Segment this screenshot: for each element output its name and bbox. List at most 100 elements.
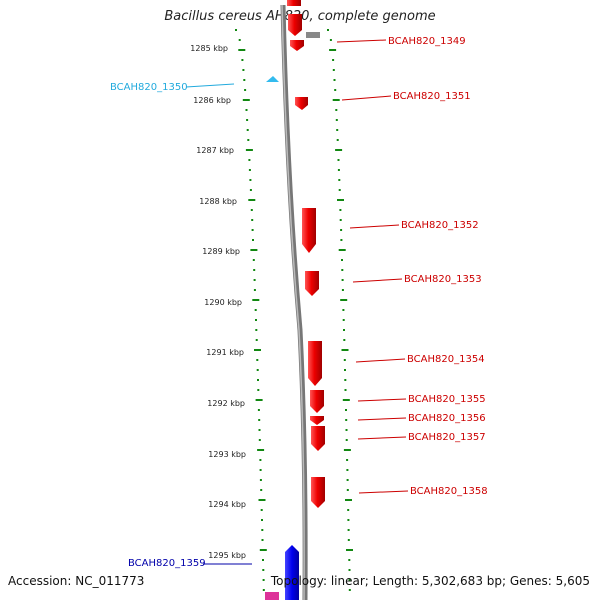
scale-dot	[347, 509, 350, 511]
gene-label[interactable]: BCAH820_1357	[408, 432, 486, 443]
scale-dot	[340, 239, 343, 241]
gene-bcah820-1352[interactable]	[302, 208, 316, 253]
kbp-label: 1288 kbp	[199, 197, 237, 206]
scale-major-tick	[245, 149, 253, 151]
scale-dot	[257, 409, 260, 411]
gene-bcah820-1356[interactable]	[310, 416, 324, 425]
gene-label[interactable]: BCAH820_1353	[404, 274, 482, 285]
scale-dot	[260, 489, 263, 491]
topology-text: Topology: linear; Length: 5,302,683 bp; …	[270, 574, 590, 588]
scale-dot	[259, 479, 262, 481]
scale-dot	[344, 379, 347, 381]
gene-bcah820-1353[interactable]	[305, 271, 319, 296]
scale-dot	[243, 79, 246, 81]
scale-dot	[332, 59, 335, 61]
scale-dot	[258, 419, 261, 421]
scale-dot	[342, 319, 345, 321]
scale-dot	[346, 479, 349, 481]
scale-dot	[262, 569, 265, 571]
scale-dot	[257, 379, 259, 381]
scale-dot	[341, 289, 344, 291]
gene-bcah820-1355[interactable]	[310, 390, 324, 413]
scale-dot	[255, 319, 257, 321]
scale-dot	[258, 439, 261, 441]
scale-major-tick	[340, 299, 348, 301]
scale-dot	[261, 539, 264, 541]
scale-major-tick	[346, 549, 353, 551]
scale-dot	[336, 139, 339, 141]
scale-dot	[348, 589, 351, 591]
gene-bcah820-1349[interactable]	[287, 0, 304, 51]
kbp-label: 1287 kbp	[196, 146, 234, 155]
scale-dot	[346, 469, 349, 471]
gene-label[interactable]: BCAH820_1358	[410, 486, 488, 497]
gene-label[interactable]: BCAH820_1356	[408, 413, 486, 424]
gene-bcah820-1359[interactable]	[285, 545, 299, 600]
scale-dot	[253, 289, 256, 291]
scale-dot	[235, 29, 237, 31]
scale-dot	[332, 69, 335, 71]
scale-dot	[345, 429, 348, 431]
scale-major-tick	[337, 199, 344, 201]
scale-dot	[343, 339, 346, 341]
gene-label[interactable]: BCAH820_1355	[408, 394, 486, 405]
gene-bcah820-1357[interactable]	[311, 426, 325, 451]
scale-dot	[250, 209, 253, 211]
scale-dot	[247, 139, 250, 141]
scale-dot	[339, 209, 342, 211]
gene-label[interactable]: BCAH820_1351	[393, 91, 471, 102]
scale-dot	[258, 429, 261, 431]
scale-major-tick	[343, 449, 351, 451]
scale-dot	[246, 119, 249, 121]
gene-label[interactable]: BCAH820_1352	[401, 220, 479, 231]
kbp-label: 1295 kbp	[208, 551, 246, 560]
scale-dot	[339, 219, 342, 221]
scale-dot	[244, 89, 247, 91]
scale-dot	[345, 439, 348, 441]
kbp-label: 1285 kbp	[190, 44, 228, 53]
gene-bcah820-1358[interactable]	[311, 477, 325, 508]
gene-label[interactable]: BCAH820_1359	[128, 558, 206, 569]
scale-dot	[251, 229, 254, 231]
scale-major-tick	[345, 499, 352, 501]
scale-dot	[347, 519, 350, 521]
gene-bcah820-1354[interactable]	[308, 341, 322, 386]
scale-dot	[256, 369, 259, 371]
scale-major-tick	[257, 449, 265, 451]
scale-dot	[345, 409, 347, 411]
scale-dot	[342, 309, 345, 311]
scale-major-tick	[338, 249, 346, 251]
scale-dot	[346, 489, 349, 491]
gene-label[interactable]: BCAH820_1350	[110, 82, 188, 93]
kbp-label: 1292 kbp	[207, 399, 245, 408]
scale-dot	[346, 459, 349, 461]
scale-dot	[254, 309, 257, 311]
scale-dot	[344, 369, 346, 371]
scale-dot	[337, 159, 340, 161]
scale-dot	[348, 559, 351, 561]
scale-dot	[259, 469, 262, 471]
scale-dot	[348, 579, 351, 581]
scale-major-tick	[254, 349, 261, 351]
scale-dot	[337, 169, 340, 171]
scale-major-tick	[341, 349, 349, 351]
gene-partial-bottom[interactable]	[265, 592, 279, 600]
gene-label[interactable]: BCAH820_1354	[407, 354, 485, 365]
scale-dot	[329, 39, 332, 41]
gene-label[interactable]: BCAH820_1349	[388, 36, 466, 47]
scale-major-tick	[332, 99, 340, 101]
scale-major-tick	[242, 99, 250, 101]
gene-bcah820-1351[interactable]	[295, 97, 308, 110]
scale-dot	[248, 159, 251, 161]
scale-dot	[347, 529, 350, 531]
scale-dot	[343, 359, 346, 361]
scale-major-tick	[248, 199, 256, 201]
scale-dot	[341, 269, 344, 271]
scale-dot	[245, 109, 248, 111]
scale-dot	[257, 389, 260, 391]
scale-dot	[344, 389, 347, 391]
scale-dot	[335, 119, 338, 121]
gene-bcah820-1350[interactable]	[266, 76, 279, 82]
backbone-top-stub	[306, 32, 320, 38]
